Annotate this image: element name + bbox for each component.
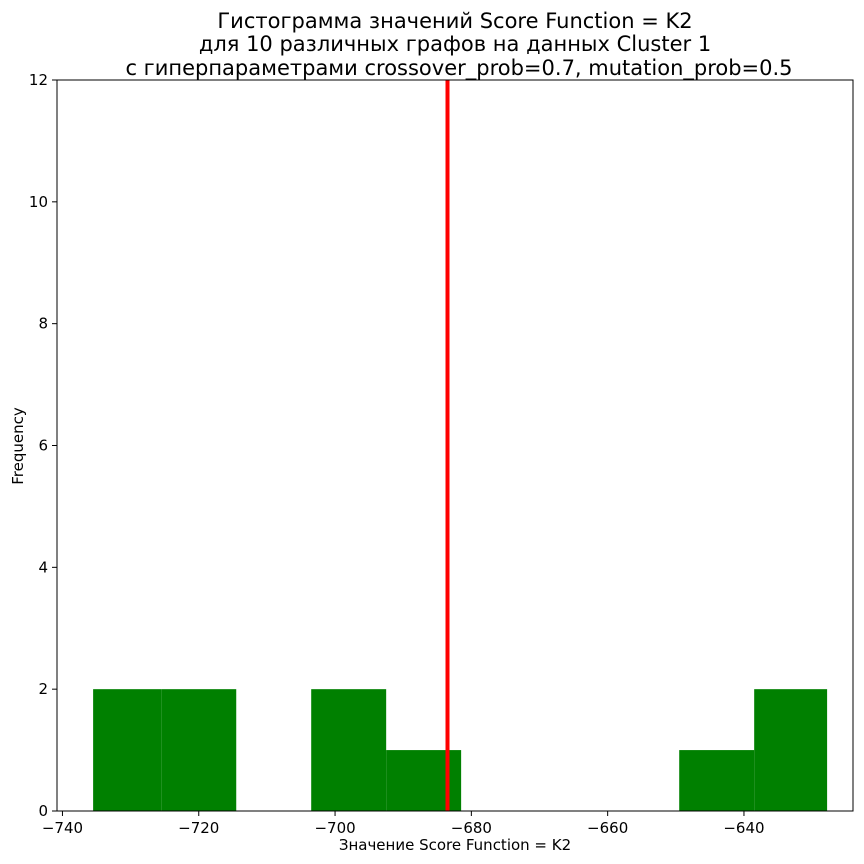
y-tick-label: 0 <box>38 802 48 820</box>
histogram-bar <box>161 689 237 811</box>
chart-title-line-2: для 10 различных графов на данных Cluste… <box>199 32 711 56</box>
chart-title-line-3: с гиперпараметрами crossover_prob=0.7, m… <box>125 56 792 81</box>
histogram-bar <box>311 689 387 811</box>
y-tick-label: 4 <box>38 558 48 576</box>
y-tick-label: 12 <box>29 71 48 89</box>
x-tick-label: −640 <box>723 819 764 837</box>
chart-title-line-1: Гистограмма значений Score Function = K2 <box>217 9 692 33</box>
x-tick-label: −700 <box>314 819 355 837</box>
y-tick-label: 10 <box>29 193 48 211</box>
y-axis-label: Frequency <box>9 407 27 485</box>
x-axis-ticks: −740 −720 −700 −680 −660 −640 <box>42 811 765 837</box>
histogram-bar <box>754 689 828 811</box>
x-tick-label: −660 <box>587 819 628 837</box>
y-tick-label: 8 <box>38 315 48 333</box>
y-axis-ticks: 0 2 4 6 8 10 12 <box>29 71 57 820</box>
y-tick-label: 6 <box>38 437 48 455</box>
histogram-bar <box>93 689 162 811</box>
histogram-bars <box>93 689 828 811</box>
x-tick-label: −720 <box>178 819 219 837</box>
histogram-bar <box>386 750 462 811</box>
chart-title: Гистограмма значений Score Function = K2… <box>125 9 792 81</box>
y-tick-label: 2 <box>38 680 48 698</box>
x-tick-label: −740 <box>42 819 83 837</box>
x-axis-label: Значение Score Function = K2 <box>339 836 571 854</box>
x-tick-label: −680 <box>451 819 492 837</box>
histogram-bar <box>679 750 755 811</box>
